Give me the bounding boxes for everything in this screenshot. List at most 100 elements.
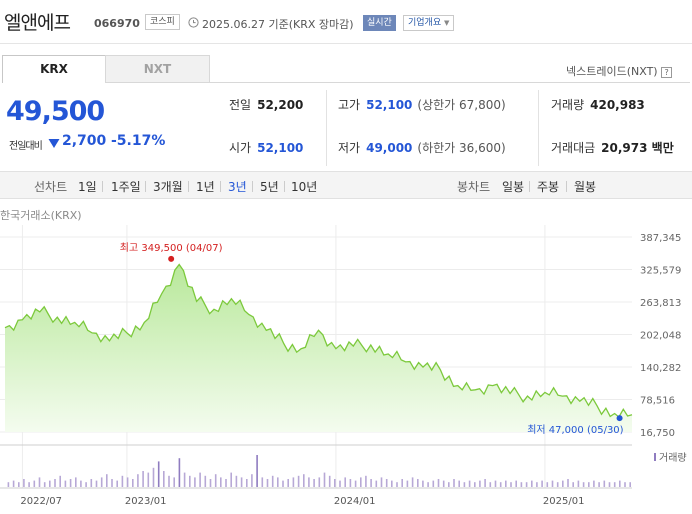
volume-bar <box>85 482 87 487</box>
divider <box>284 181 285 192</box>
divider <box>188 181 189 192</box>
volume-bar <box>43 482 46 487</box>
volume-bar <box>572 482 574 487</box>
down-arrow-icon <box>48 139 60 148</box>
y-tick-label: 387,345 <box>640 233 681 244</box>
x-tick-label: 2023/01 <box>125 496 167 507</box>
volume-bars <box>7 455 631 487</box>
volume-bar <box>90 479 93 487</box>
volume-bar <box>240 477 243 487</box>
volume-bar <box>437 479 440 487</box>
volume-bar <box>463 482 466 487</box>
stock-code: 066970 <box>94 17 140 30</box>
volume-bar <box>613 482 616 487</box>
stat-sub: (상한가 67,800) <box>417 98 506 112</box>
period-5y[interactable]: 5년 <box>260 180 279 194</box>
volume-bar <box>520 482 523 487</box>
company-overview-dropdown[interactable]: 기업개요 ▼ <box>403 15 455 31</box>
nextrade-link[interactable]: 넥스트레이드(NXT) ? <box>566 63 673 79</box>
volume-bar <box>251 474 253 487</box>
period-3m[interactable]: 3개월 <box>153 180 183 194</box>
volume-bar <box>54 479 56 487</box>
stat-amount: 거래대금 20,973 백만 <box>551 139 674 156</box>
help-icon[interactable]: ? <box>661 66 673 78</box>
tab-divider <box>106 82 690 83</box>
volume-bar <box>468 480 471 487</box>
volume-bar <box>33 480 36 487</box>
low-marker <box>616 415 623 422</box>
stat-low: 저가 49,000 (하한가 36,600) <box>338 139 506 156</box>
volume-bar <box>49 480 51 487</box>
volume-bar <box>593 480 595 487</box>
candle-chart-label[interactable]: 봉차트 <box>457 180 491 194</box>
volume-bar <box>328 475 331 487</box>
volume-bar <box>323 472 326 487</box>
stat-label: 거래량 <box>551 98 585 112</box>
stat-prev-close: 전일 52,200 <box>229 96 303 113</box>
price-chart[interactable]: 387,345 325,579 263,813 202,048 140,282 78,51… <box>0 225 692 514</box>
volume-bar <box>137 474 139 487</box>
stat-label: 전일 <box>229 98 252 112</box>
volume-bar <box>111 479 113 487</box>
high-label: 최고 349,500 (04/07) <box>120 242 223 254</box>
stock-header: 엘앤에프 066970 코스피 2025.06.27 기준(KRX 장마감) 실… <box>0 0 692 44</box>
volume-bar <box>214 474 217 487</box>
volume-bar <box>266 479 269 487</box>
volume-bar <box>157 461 160 487</box>
volume-bar <box>432 480 435 487</box>
volume-bar <box>38 477 41 487</box>
volume-bar <box>106 474 108 487</box>
period-1w[interactable]: 1주일 <box>111 180 141 194</box>
period-1d[interactable]: 1일 <box>78 180 97 194</box>
y-tick-label: 325,579 <box>640 266 681 277</box>
volume-bar <box>235 475 238 487</box>
stat-label: 고가 <box>338 98 361 112</box>
volume-bar <box>562 480 564 487</box>
period-3y[interactable]: 3년 <box>228 180 247 194</box>
stat-value: 52,100 <box>257 141 304 155</box>
volume-bar <box>277 477 279 487</box>
volume-bar <box>194 477 196 487</box>
volume-bar <box>448 482 450 487</box>
volume-bar <box>380 477 383 487</box>
y-tick-label: 16,750 <box>640 428 675 439</box>
volume-bar <box>505 480 507 487</box>
x-tick-label: 2024/01 <box>334 496 376 507</box>
line-chart-label[interactable]: 선차트 <box>34 180 68 194</box>
volume-bar <box>349 479 352 487</box>
period-1y[interactable]: 1년 <box>196 180 215 194</box>
candle-monthly[interactable]: 월봉 <box>574 180 597 194</box>
divider <box>220 181 221 192</box>
volume-bar <box>360 477 362 487</box>
volume-bar <box>344 477 346 487</box>
volume-bar <box>189 475 191 487</box>
period-10y[interactable]: 10년 <box>291 180 318 194</box>
x-tick-label: 2022/07 <box>20 496 62 507</box>
volume-bar <box>69 479 72 487</box>
volume-bar <box>474 482 476 487</box>
volume-bar <box>287 479 289 487</box>
high-marker <box>168 255 175 262</box>
volume-bar <box>598 482 600 487</box>
volume-bar <box>313 479 315 487</box>
volume-bar <box>297 475 300 487</box>
volume-bar <box>121 475 124 487</box>
volume-bar <box>230 472 232 487</box>
volume-bar <box>458 480 460 487</box>
volume-bar <box>204 475 207 487</box>
x-axis: 2022/07 2023/01 2024/01 2025/01 <box>20 496 584 507</box>
y-tick-label: 263,813 <box>640 298 681 309</box>
candle-daily[interactable]: 일봉 <box>502 180 525 194</box>
y-axis: 387,345 325,579 263,813 202,048 140,282 78,51… <box>640 233 681 439</box>
volume-bar <box>417 479 419 487</box>
tab-nxt[interactable]: NXT <box>105 55 210 83</box>
volume-bar <box>608 482 611 487</box>
volume-bar <box>624 482 626 487</box>
volume-bar <box>183 472 186 487</box>
volume-bar <box>401 479 403 487</box>
stat-open: 시가 52,100 <box>229 139 303 156</box>
change-label: 전일대비 <box>9 141 43 152</box>
tab-krx[interactable]: KRX <box>2 55 106 83</box>
realtime-button[interactable]: 실시간 <box>363 15 396 31</box>
candle-weekly[interactable]: 주봉 <box>537 180 560 194</box>
